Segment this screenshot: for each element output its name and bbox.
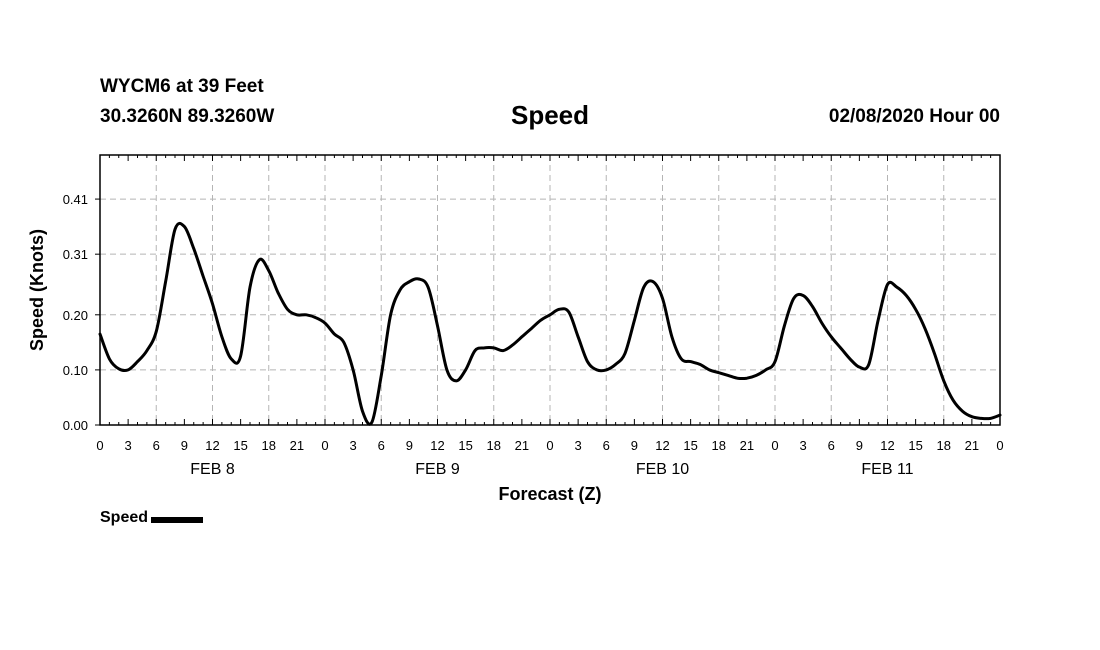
day-labels: FEB 8 FEB 9 FEB 10 FEB 11 <box>190 461 913 478</box>
x-tick-label: 18 <box>712 438 726 453</box>
grid <box>100 155 1000 425</box>
x-tick-label: 9 <box>631 438 638 453</box>
x-tick-label: 6 <box>378 438 385 453</box>
x-axis-title: Forecast (Z) <box>498 484 601 504</box>
x-tick-label: 3 <box>575 438 582 453</box>
x-tick-label: 21 <box>965 438 979 453</box>
day-label: FEB 10 <box>636 461 689 478</box>
x-tick-label: 21 <box>290 438 304 453</box>
x-tick-label: 0 <box>996 438 1003 453</box>
x-tick-label: 15 <box>683 438 697 453</box>
y-tick-label: 0.00 <box>63 418 88 433</box>
x-tick-label: 21 <box>515 438 529 453</box>
day-label: FEB 8 <box>190 461 235 478</box>
legend-label-speed: Speed <box>100 509 149 526</box>
x-tick-label: 12 <box>205 438 219 453</box>
x-tick-label: 18 <box>487 438 501 453</box>
x-tick-label: 6 <box>603 438 610 453</box>
x-tick-label: 18 <box>262 438 276 453</box>
day-label: FEB 11 <box>861 461 913 478</box>
y-tick-label: 0.20 <box>63 308 88 323</box>
x-tick-label: 9 <box>406 438 413 453</box>
x-tick-label: 0 <box>546 438 553 453</box>
y-tick-label: 0.31 <box>63 247 88 262</box>
legend: Speed <box>100 509 204 527</box>
x-tick-label: 12 <box>880 438 894 453</box>
x-tick-label: 9 <box>856 438 863 453</box>
y-tick-labels: 0.00 0.10 0.20 0.31 0.41 <box>63 192 88 433</box>
day-label: FEB 9 <box>415 461 460 478</box>
x-tick-label: 21 <box>740 438 754 453</box>
x-tick-label: 18 <box>937 438 951 453</box>
y-tick-label: 0.10 <box>63 363 88 378</box>
x-tick-label: 12 <box>655 438 669 453</box>
x-tick-label: 3 <box>800 438 807 453</box>
x-tick-label: 9 <box>181 438 188 453</box>
forecast-date-label: 02/08/2020 Hour 00 <box>828 106 1000 127</box>
chart-title: Speed <box>510 100 590 130</box>
legend-swatch-speed <box>151 516 204 523</box>
y-axis-title: Speed (Knots) <box>27 229 47 351</box>
x-tick-label: 6 <box>828 438 835 453</box>
x-tick-label: 15 <box>458 438 472 453</box>
x-tick-label: 0 <box>771 438 778 453</box>
x-tick-labels: 0 3 6 9 12 15 18 21 0 3 6 9 12 15 18 21 0 3 6 9 12 15 18 21 0 3 6 9… <box>96 438 1003 453</box>
x-tick-label: 15 <box>233 438 247 453</box>
station-label: WYCM6 at 39 Feet <box>100 76 264 97</box>
series-line-speed <box>98 221 1002 426</box>
x-tick-label: 0 <box>96 438 103 453</box>
ticks <box>95 155 1001 426</box>
x-tick-label: 12 <box>430 438 444 453</box>
x-tick-label: 6 <box>153 438 160 453</box>
x-tick-label: 15 <box>908 438 922 453</box>
y-tick-label: 0.41 <box>63 192 88 207</box>
x-tick-label: 3 <box>350 438 357 453</box>
x-tick-label: 0 <box>321 438 328 453</box>
x-tick-label: 3 <box>125 438 132 453</box>
coordinates-label: 30.3260N 89.3260W <box>100 106 275 127</box>
